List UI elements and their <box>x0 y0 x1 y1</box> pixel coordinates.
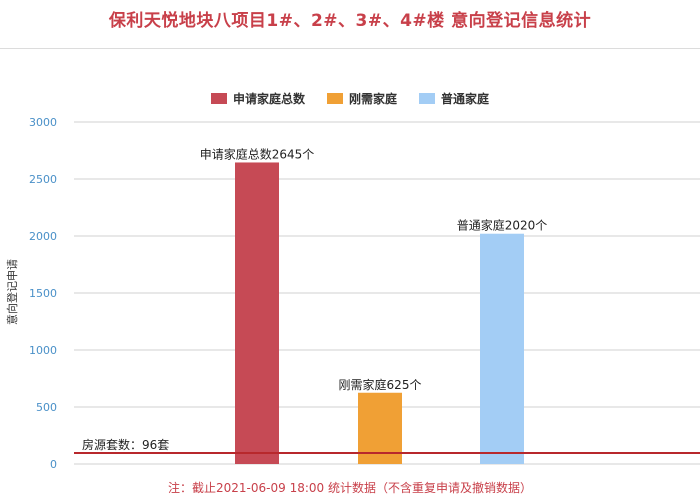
reference-line-label: 房源套数：96套 <box>82 437 169 452</box>
y-tick-label: 2500 <box>29 173 57 186</box>
bar-data-label: 申请家庭总数2645个 <box>200 146 315 161</box>
y-tick-label: 500 <box>36 401 57 414</box>
legend-swatch-rigid <box>326 93 343 104</box>
legend-item-rigid: 刚需家庭 <box>326 90 397 107</box>
y-tick-label: 2000 <box>29 230 57 243</box>
legend-swatch-total <box>210 93 227 104</box>
legend-label-rigid: 刚需家庭 <box>348 92 397 106</box>
y-tick-label: 1500 <box>29 287 57 300</box>
bar-data-label: 普通家庭2020个 <box>457 218 548 233</box>
title-divider <box>0 48 700 49</box>
chart-legend: 申请家庭总数 刚需家庭 普通家庭 <box>0 90 700 107</box>
legend-label-normal: 普通家庭 <box>441 92 490 106</box>
bar-1 <box>235 162 279 464</box>
y-tick-label: 0 <box>50 458 57 471</box>
bar-3 <box>480 233 524 464</box>
y-tick-label: 3000 <box>29 116 57 129</box>
legend-item-normal: 普通家庭 <box>419 90 489 107</box>
footnote: 注：截止2021-06-09 18:00 统计数据（不含重复申请及撤销数据） <box>168 481 532 495</box>
y-tick-label: 1000 <box>29 344 57 357</box>
legend-item-total: 申请家庭总数 <box>210 90 305 107</box>
legend-swatch-normal <box>419 93 435 104</box>
y-axis-label: 意向登记申请 <box>5 259 19 325</box>
legend-label-total: 申请家庭总数 <box>232 92 305 106</box>
chart-title: 保利天悦地块八项目1#、2#、3#、4#楼 意向登记信息统计 <box>108 11 592 31</box>
bar-data-label: 刚需家庭625个 <box>339 377 422 392</box>
